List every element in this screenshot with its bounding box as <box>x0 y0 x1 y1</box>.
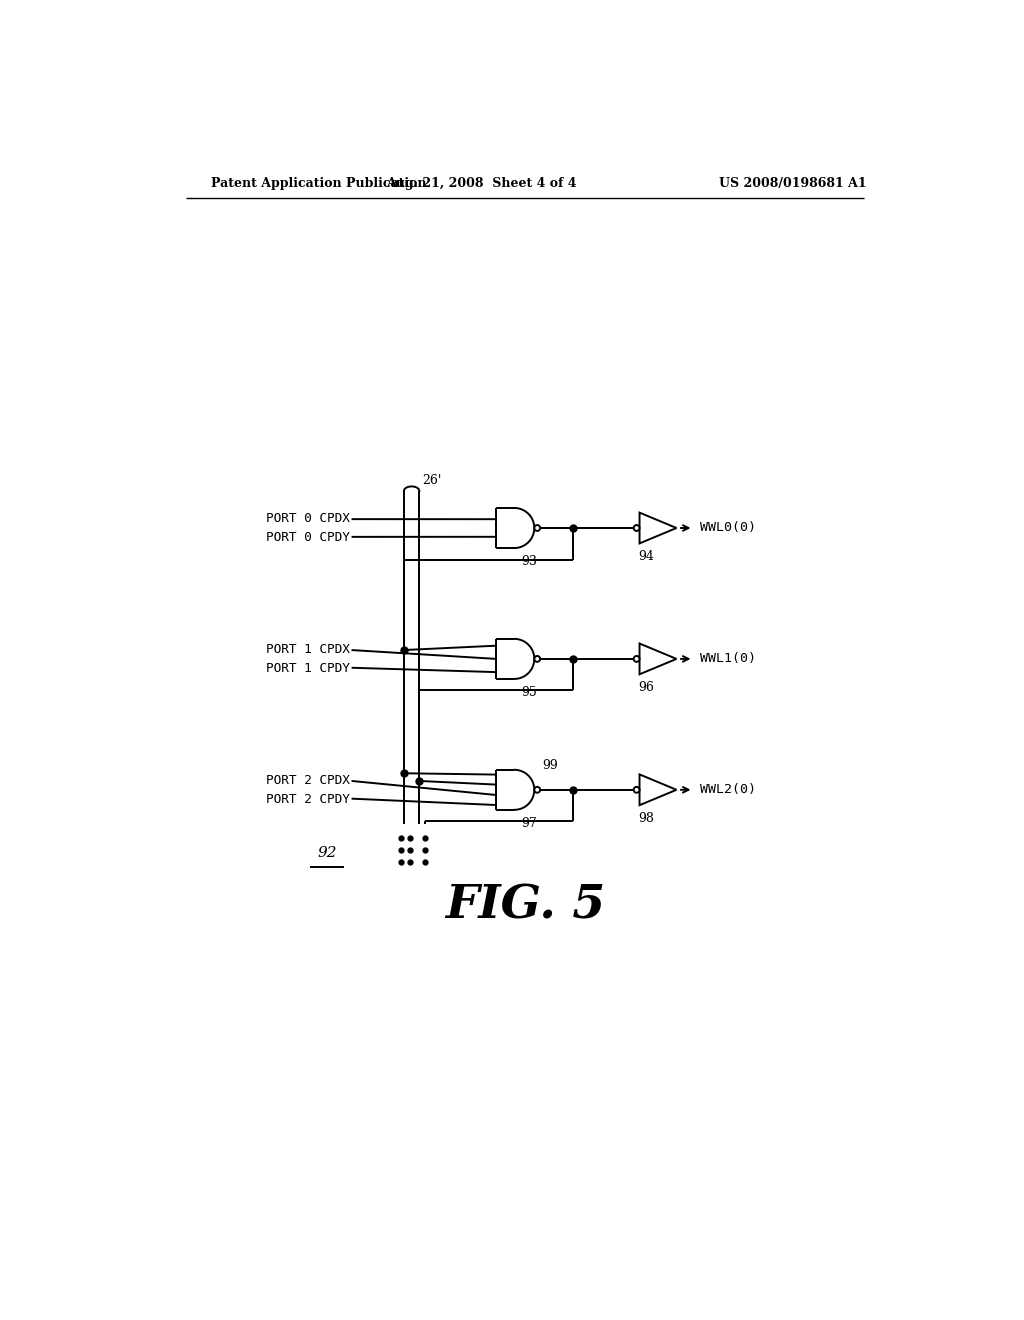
Circle shape <box>634 656 640 661</box>
Text: 93: 93 <box>521 554 538 568</box>
Text: PORT 2 CPDY: PORT 2 CPDY <box>266 792 350 805</box>
Text: 95: 95 <box>521 686 538 698</box>
Text: PORT 0 CPDY: PORT 0 CPDY <box>266 531 350 544</box>
Text: 99: 99 <box>543 759 558 772</box>
Text: WWL2(0): WWL2(0) <box>699 783 756 796</box>
Text: 98: 98 <box>638 812 654 825</box>
Circle shape <box>535 787 540 793</box>
Text: 97: 97 <box>521 817 538 830</box>
Text: WWL1(0): WWL1(0) <box>699 652 756 665</box>
Circle shape <box>634 525 640 531</box>
Text: 96: 96 <box>638 681 654 694</box>
Text: US 2008/0198681 A1: US 2008/0198681 A1 <box>719 177 866 190</box>
Text: Aug. 21, 2008  Sheet 4 of 4: Aug. 21, 2008 Sheet 4 of 4 <box>386 177 577 190</box>
Circle shape <box>535 656 540 661</box>
Text: PORT 0 CPDX: PORT 0 CPDX <box>266 512 350 525</box>
Text: FIG. 5: FIG. 5 <box>444 882 605 928</box>
Text: 94: 94 <box>638 550 654 564</box>
Circle shape <box>535 525 540 531</box>
Text: PORT 1 CPDY: PORT 1 CPDY <box>266 661 350 675</box>
Text: WWL0(0): WWL0(0) <box>699 521 756 535</box>
Text: PORT 2 CPDX: PORT 2 CPDX <box>266 774 350 787</box>
Circle shape <box>634 787 640 793</box>
Text: 26': 26' <box>422 474 441 487</box>
Text: 92: 92 <box>317 846 337 859</box>
Text: Patent Application Publication: Patent Application Publication <box>211 177 427 190</box>
Text: PORT 1 CPDX: PORT 1 CPDX <box>266 643 350 656</box>
